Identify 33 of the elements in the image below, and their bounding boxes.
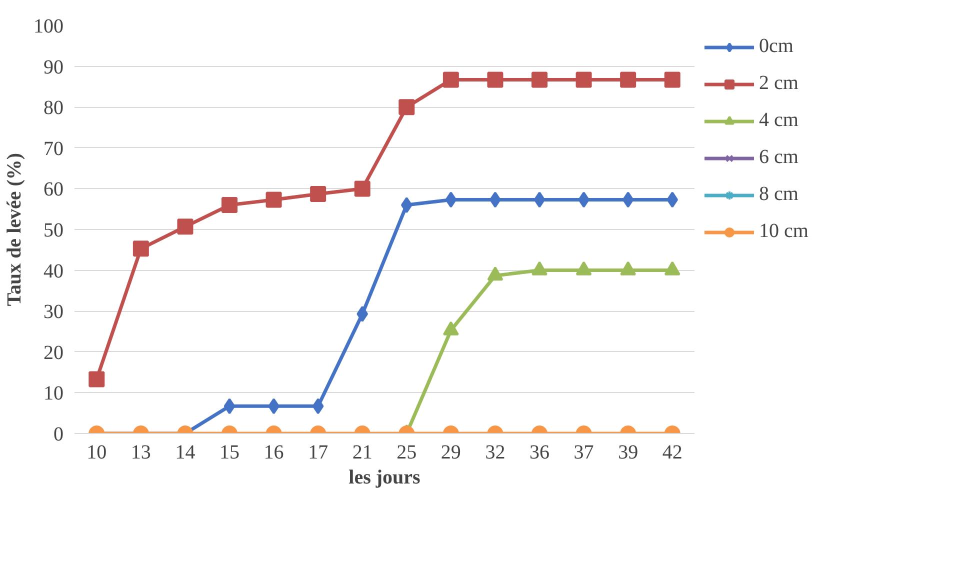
y-tick-label: 20	[44, 342, 64, 364]
x-tick-label: 25	[396, 442, 417, 464]
x-tick-label: 39	[618, 442, 638, 464]
x-tick-label: 37	[574, 442, 594, 464]
x-tick-label: 42	[662, 442, 682, 464]
x-tick-label: 21	[352, 442, 372, 464]
x-tick-label: 29	[440, 442, 461, 464]
y-tick-label: 90	[44, 56, 64, 78]
legend-label: 2 cm	[759, 72, 800, 95]
legend-label: 10 cm	[759, 220, 810, 243]
x-tick-label: 36	[530, 442, 550, 464]
y-axis-title: Taux de levée (%)	[4, 152, 26, 306]
x-tick-label: 10	[86, 442, 107, 464]
y-tick-label: 10	[44, 382, 64, 405]
legend-label: 0cm	[759, 35, 794, 58]
x-tick-label: 16	[264, 442, 284, 464]
y-tick-label: 80	[44, 97, 64, 120]
y-tick-label: 40	[44, 260, 64, 282]
x-axis-title: les jours	[348, 466, 421, 488]
y-tick-label: 30	[44, 301, 64, 324]
y-tick-label: 0	[54, 424, 64, 446]
x-tick-label: 17	[308, 442, 328, 464]
x-tick-label: 14	[175, 442, 196, 464]
y-tick-label: 60	[44, 178, 64, 201]
legend-label: 4 cm	[759, 109, 800, 132]
x-tick-label: 15	[220, 442, 240, 464]
x-tick-label: 13	[130, 442, 151, 464]
y-tick-label: 70	[44, 138, 64, 160]
x-tick-label: 32	[485, 442, 506, 464]
y-tick-label: 100	[34, 16, 64, 38]
y-tick-label: 50	[44, 220, 64, 242]
legend-label: 6 cm	[759, 146, 800, 169]
legend-label: 8 cm	[759, 183, 800, 206]
